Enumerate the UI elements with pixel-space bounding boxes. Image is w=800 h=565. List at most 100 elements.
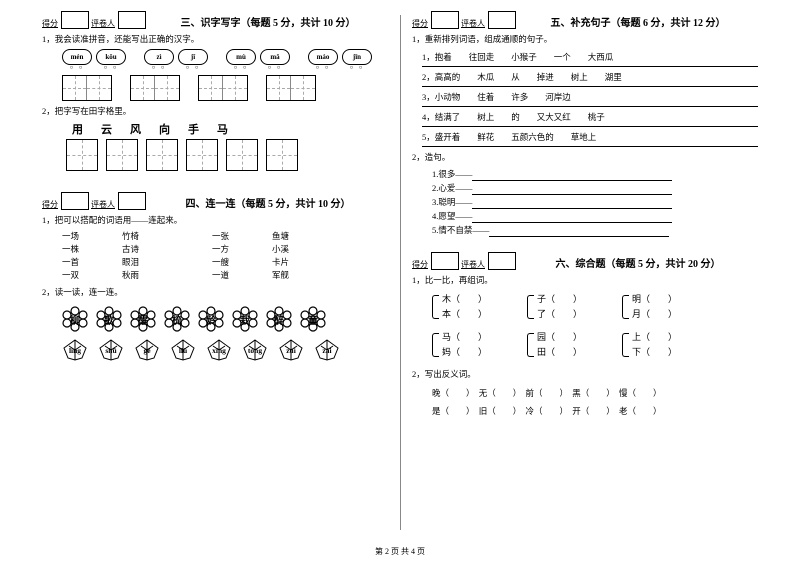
tianzige (106, 139, 138, 171)
tianzige (146, 139, 178, 171)
reorder-item: 2，高高的 木瓜 从 掉进 树上 湖里 (422, 69, 758, 87)
leaf-pinyin: gē (132, 338, 162, 362)
leaf-pinyin: xǐng (204, 338, 234, 362)
match-table: 一场 一株 一首 一双 竹椅 古诗 眼泪 秋雨 一张 一方 一艘 一道 鱼塘 小… (62, 230, 388, 282)
char: 云 (101, 121, 112, 137)
flower-char: 歌 (96, 306, 122, 332)
leaf-pinyin: shū (96, 338, 126, 362)
match-item: 一场 (62, 230, 122, 243)
tianzige (66, 139, 98, 171)
column-divider (400, 15, 401, 530)
sec6-q1: 1，比一比，再组词。 (412, 274, 758, 286)
compare-group-1: 木（ ）本（ ） 子（ ）了（ ） 明（ ）月（ ） (432, 292, 758, 322)
match-item: 秋雨 (122, 269, 182, 282)
make-sentence: 5.情不自禁—— (432, 223, 758, 237)
reorder-item: 3，小动物 住着 许多 河岸边 (422, 89, 758, 107)
pinyin-cloud: mǎ (260, 49, 290, 65)
match-item: 一首 (62, 256, 122, 269)
flower-char: 童 (300, 306, 326, 332)
tianzige (266, 139, 298, 171)
match-item: 卡片 (272, 256, 332, 269)
compare-pair: 马（ ）妈（ ） (432, 330, 487, 360)
score-box (61, 192, 89, 210)
char: 马 (217, 121, 228, 137)
flower-char: 梳 (164, 306, 190, 332)
grader-box (488, 11, 516, 29)
match-item: 鱼塘 (272, 230, 332, 243)
score-label: 得分 (42, 199, 58, 210)
flower-char: 醒 (130, 306, 156, 332)
match-item: 竹椅 (122, 230, 182, 243)
answer-grids (62, 75, 388, 101)
compare-pair: 园（ ）田（ ） (527, 330, 582, 360)
score-box (431, 252, 459, 270)
score-box (431, 11, 459, 29)
sec4-q2: 2，读一读，连一连。 (42, 286, 388, 298)
section4-header: 得分 评卷人 四、连一连（每题 5 分，共计 10 分） (42, 191, 388, 210)
score-label: 得分 (412, 18, 428, 29)
right-column: 得分 评卷人 五、补充句子（每题 6 分，共计 12 分） 1，重新排列词语，组… (400, 10, 770, 540)
char-prompts: 用 云 风 向 手 马 (72, 121, 388, 137)
pinyin-cloud: máo (308, 49, 338, 65)
compare-pair: 子（ ）了（ ） (527, 292, 582, 322)
pinyin-cloud: jīn (342, 49, 372, 65)
grader-box (118, 11, 146, 29)
pinyin-cloud: mén (62, 49, 92, 65)
leaf-pinyin: zāi (312, 338, 342, 362)
compare-pair: 木（ ）本（ ） (432, 292, 487, 322)
reorder-item: 5，盛开着 鲜花 五颜六色的 草地上 (422, 129, 758, 147)
section4-title: 四、连一连（每题 5 分，共计 10 分） (148, 191, 388, 210)
tianzige (226, 139, 258, 171)
leaf-pinyin: zuì (276, 338, 306, 362)
match-item: 小溪 (272, 243, 332, 256)
sec3-q1: 1，我会读准拼音，还能写出正确的汉字。 (42, 33, 388, 45)
section6-title: 六、综合题（每题 5 分，共计 20 分） (518, 251, 758, 270)
sec5-q2: 2，造句。 (412, 151, 758, 163)
char: 用 (72, 121, 83, 137)
match-item: 一株 (62, 243, 122, 256)
char: 手 (188, 121, 199, 137)
compare-pair: 明（ ）月（ ） (622, 292, 677, 322)
score-label: 得分 (42, 18, 58, 29)
flower-char: 醉 (266, 306, 292, 332)
flower-char: 柳 (62, 306, 88, 332)
flower-char: 龄 (198, 306, 224, 332)
leaf-pinyin: tóng (240, 338, 270, 362)
pinyin-cloud: zì (144, 49, 174, 65)
grader-label: 评卷人 (461, 259, 485, 270)
grader-label: 评卷人 (91, 199, 115, 210)
leaf-row: líng shū gē liǔ xǐng tóng zuì zāi (60, 338, 388, 362)
match-item: 一艘 (212, 256, 272, 269)
pinyin-cloud: kǒu (96, 49, 126, 65)
make-sentence: 4.愿望—— (432, 209, 758, 223)
char: 向 (159, 121, 170, 137)
score-box (61, 11, 89, 29)
sec5-q1: 1，重新排列词语，组成通顺的句子。 (412, 33, 758, 45)
flower-char: 栽 (232, 306, 258, 332)
pinyin-clouds-1: mén kǒu zì jǐ mù mǎ máo jīn (62, 49, 388, 65)
section3-title: 三、识字写字（每题 5 分，共计 10 分） (148, 10, 388, 29)
reorder-item: 1，抱着 往回走 小猴子 一个 大西瓜 (422, 49, 758, 67)
left-column: 得分 评卷人 三、识字写字（每题 5 分，共计 10 分） 1，我会读准拼音，还… (30, 10, 400, 540)
sec6-q2: 2，写出反义词。 (412, 368, 758, 380)
match-item: 一张 (212, 230, 272, 243)
grader-label: 评卷人 (91, 18, 115, 29)
compare-pair: 上（ ）下（ ） (622, 330, 677, 360)
match-item: 一双 (62, 269, 122, 282)
grader-label: 评卷人 (461, 18, 485, 29)
char: 风 (130, 121, 141, 137)
grader-box (488, 252, 516, 270)
tianzige (186, 139, 218, 171)
sec3-q2: 2，把字写在田字格里。 (42, 105, 388, 117)
match-item: 一方 (212, 243, 272, 256)
make-sentence: 3.聪明—— (432, 195, 758, 209)
pinyin-cloud: jǐ (178, 49, 208, 65)
leaf-pinyin: líng (60, 338, 90, 362)
reorder-item: 4，结满了 树上 的 又大又红 桃子 (422, 109, 758, 127)
make-sentence: 2.心爱—— (432, 181, 758, 195)
match-item: 古诗 (122, 243, 182, 256)
antonym-line: 是（ ） 旧（ ） 冷（ ） 开（ ） 老（ ） (432, 402, 758, 420)
page-footer: 第 2 页 共 4 页 (0, 546, 800, 557)
section6-header: 得分 评卷人 六、综合题（每题 5 分，共计 20 分） (412, 251, 758, 270)
leaf-pinyin: liǔ (168, 338, 198, 362)
